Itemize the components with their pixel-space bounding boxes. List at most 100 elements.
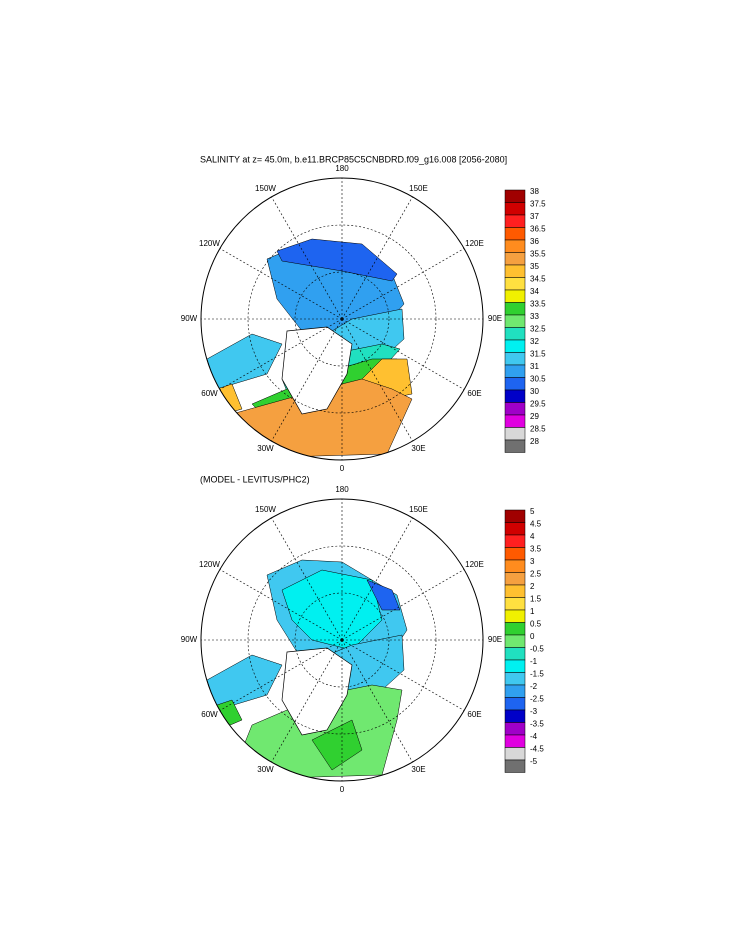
colorbar-box bbox=[504, 302, 526, 316]
lon-label: 30E bbox=[411, 765, 425, 774]
lon-label: 30W bbox=[257, 765, 274, 774]
colorbar-label: 0 bbox=[530, 632, 535, 641]
colorbar-box bbox=[504, 327, 526, 341]
colorbar-box bbox=[504, 364, 526, 378]
lon-label: 30E bbox=[411, 444, 425, 453]
lon-label: 30W bbox=[257, 444, 274, 453]
colorbar-label: 0.5 bbox=[530, 620, 542, 629]
colorbar-label: 34.5 bbox=[530, 275, 546, 284]
colorbar-label: 30 bbox=[530, 387, 539, 396]
lon-label: 60E bbox=[467, 710, 481, 719]
colorbar-box bbox=[504, 672, 526, 686]
colorbar-label: 37.5 bbox=[530, 200, 546, 209]
lon-label: 90W bbox=[181, 314, 198, 323]
colorbar-label: -1 bbox=[530, 657, 538, 666]
colorbar-label: 1 bbox=[530, 607, 535, 616]
colorbar-box bbox=[504, 202, 526, 216]
latitude-line bbox=[294, 592, 390, 688]
lon-label: 0 bbox=[340, 785, 345, 794]
colorbar-box bbox=[504, 647, 526, 661]
meridian bbox=[271, 639, 343, 763]
latitude-line bbox=[294, 271, 390, 367]
meridian bbox=[341, 639, 413, 763]
colorbar-box bbox=[504, 522, 526, 536]
colorbar-label: -4.5 bbox=[530, 745, 544, 754]
colorbar-label: 28 bbox=[530, 437, 539, 446]
colorbar-box bbox=[504, 402, 526, 416]
colorbar-box bbox=[504, 572, 526, 586]
colorbar-label: -0.5 bbox=[530, 645, 544, 654]
panel-title: SALINITY at z= 45.0m, b.e11.BRCP85C5CNBD… bbox=[200, 154, 507, 164]
colorbar-box bbox=[504, 389, 526, 403]
lon-label: 150W bbox=[255, 184, 276, 193]
lon-label: 90E bbox=[488, 314, 502, 323]
panel-title: (MODEL - LEVITUS/PHC2) bbox=[200, 474, 310, 484]
colorbar-label: 3.5 bbox=[530, 545, 542, 554]
colorbar-box bbox=[504, 722, 526, 736]
meridian bbox=[271, 318, 343, 442]
meridian bbox=[271, 196, 343, 320]
colorbar-label: 38 bbox=[530, 187, 539, 196]
colorbar-box bbox=[504, 609, 526, 623]
colorbar-box bbox=[504, 734, 526, 748]
colorbar-label: 35.5 bbox=[530, 250, 546, 259]
colorbar-box bbox=[504, 264, 526, 278]
colorbar-label: 36.5 bbox=[530, 225, 546, 234]
colorbar-box bbox=[504, 634, 526, 648]
colorbar-label: 29 bbox=[530, 412, 539, 421]
colorbar-box bbox=[504, 352, 526, 366]
ocean-field bbox=[311, 719, 363, 771]
meridian bbox=[271, 517, 343, 641]
lon-label: 150E bbox=[409, 184, 428, 193]
colorbar-label: 5 bbox=[530, 507, 535, 516]
colorbar-box bbox=[504, 252, 526, 266]
colorbar-box bbox=[504, 597, 526, 611]
colorbar-label: 31 bbox=[530, 362, 539, 371]
meridian bbox=[341, 639, 465, 711]
colorbar-box bbox=[504, 427, 526, 441]
lon-label: 60W bbox=[201, 710, 218, 719]
colorbar-box bbox=[504, 659, 526, 673]
meridian bbox=[341, 248, 465, 320]
colorbar-label: 2.5 bbox=[530, 570, 542, 579]
colorbar-box bbox=[504, 339, 526, 353]
ocean-field bbox=[276, 238, 398, 282]
colorbar-box bbox=[504, 189, 526, 203]
colorbar-label: 29.5 bbox=[530, 400, 546, 409]
colorbar-label: -4 bbox=[530, 732, 538, 741]
colorbar-label: 4 bbox=[530, 532, 535, 541]
meridian bbox=[341, 196, 413, 320]
meridian bbox=[341, 318, 413, 442]
colorbar-box bbox=[504, 239, 526, 253]
lon-label: 180 bbox=[335, 485, 349, 494]
colorbar-label: -1.5 bbox=[530, 670, 544, 679]
colorbar-label: -2.5 bbox=[530, 695, 544, 704]
colorbar-label: -3.5 bbox=[530, 720, 544, 729]
lon-label: 90W bbox=[181, 635, 198, 644]
lon-label: 60E bbox=[467, 389, 481, 398]
colorbar-box bbox=[504, 709, 526, 723]
colorbar-label: 36 bbox=[530, 237, 539, 246]
colorbar-box bbox=[504, 214, 526, 228]
colorbar-box bbox=[504, 414, 526, 428]
meridian bbox=[341, 517, 413, 641]
colorbar-box bbox=[504, 622, 526, 636]
colorbar-box bbox=[504, 759, 526, 773]
colorbar-label: 35 bbox=[530, 262, 539, 271]
colorbar-label: 28.5 bbox=[530, 425, 546, 434]
meridian bbox=[219, 248, 343, 320]
meridian bbox=[341, 318, 465, 390]
meridian bbox=[219, 318, 343, 390]
colorbar-box bbox=[504, 277, 526, 291]
colorbar-label: 33.5 bbox=[530, 300, 546, 309]
colorbar-label: 2 bbox=[530, 582, 535, 591]
map bbox=[201, 178, 483, 460]
colorbar-box bbox=[504, 377, 526, 391]
lon-label: 60W bbox=[201, 389, 218, 398]
colorbar-box bbox=[504, 547, 526, 561]
lon-label: 90E bbox=[488, 635, 502, 644]
colorbar-label: -2 bbox=[530, 682, 538, 691]
colorbar-box bbox=[504, 314, 526, 328]
colorbar-label: 34 bbox=[530, 287, 539, 296]
